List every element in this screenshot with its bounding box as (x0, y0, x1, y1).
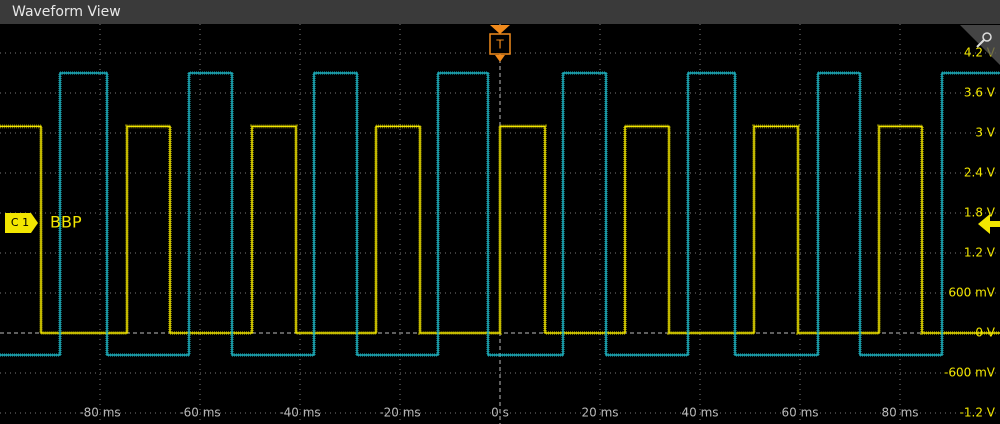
y-tick-label: -600 mV (944, 366, 996, 380)
trigger-marker (490, 25, 510, 34)
y-tick-label: 3.6 V (964, 86, 996, 100)
trigger-box[interactable] (489, 33, 511, 55)
window-title: Waveform View (12, 4, 121, 20)
zoom-icon (982, 32, 992, 42)
waveform-noise (0, 124, 1000, 335)
channel-label: BBP (50, 213, 82, 232)
y-tick-label: 1.8 V (964, 206, 996, 220)
waveform (0, 72, 1000, 356)
trigger-label: T (495, 38, 504, 52)
zoom-icon-handle (976, 39, 985, 48)
y-tick-label: 3 V (975, 126, 995, 140)
title-bar (0, 0, 1000, 24)
trigger-pointer (495, 55, 505, 62)
offset-marker (978, 214, 1000, 234)
plot-area: -80 ms -60 ms -40 ms -20 ms 0 s 20 ms 40 ms 60 … (0, 24, 1000, 424)
waveform (0, 125, 1000, 334)
channel-badge-text: C 1 (11, 216, 29, 229)
y-tick-label: 600 mV (948, 286, 995, 300)
y-tick-label: -1.2 V (960, 406, 996, 420)
y-tick-label: 1.2 V (964, 246, 996, 260)
waveform-noise (0, 71, 1000, 357)
y-tick-label: 2.4 V (964, 166, 996, 180)
channel-badge[interactable] (5, 213, 38, 233)
